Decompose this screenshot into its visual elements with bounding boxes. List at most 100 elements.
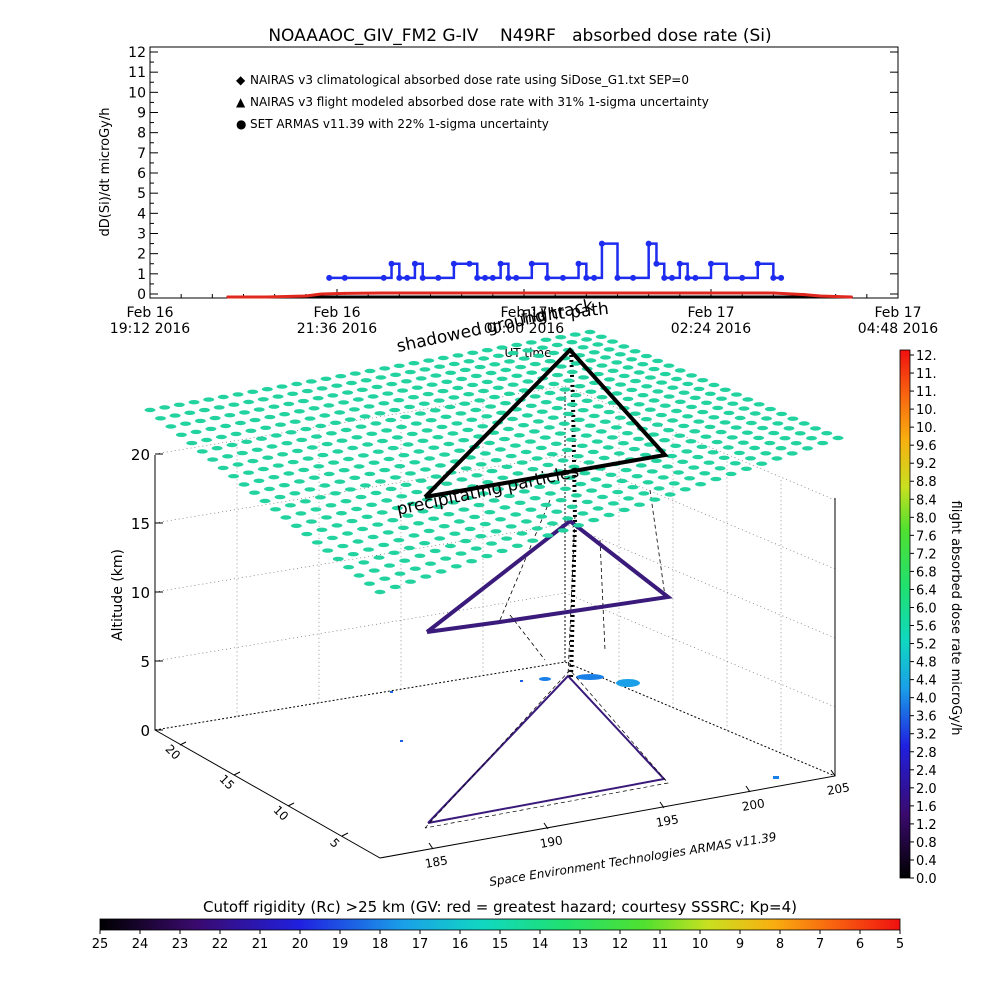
particle-dot bbox=[260, 425, 272, 430]
lon-tick bbox=[428, 842, 434, 850]
particle-dot bbox=[319, 413, 331, 418]
particle-dot bbox=[437, 355, 449, 361]
particle-dot bbox=[585, 358, 597, 363]
particle-dot bbox=[207, 457, 219, 462]
particle-dot bbox=[761, 416, 772, 421]
particle-dot bbox=[729, 461, 741, 466]
particle-dot bbox=[806, 436, 817, 441]
particle-dot bbox=[443, 441, 455, 447]
particle-dot bbox=[554, 431, 566, 436]
particle-dot bbox=[382, 391, 394, 396]
right-colorbar-tick-label: 1.2 bbox=[916, 818, 937, 833]
right-colorbar-tick-label: 5.6 bbox=[916, 620, 937, 635]
particle-dot bbox=[798, 421, 810, 426]
particle-dot bbox=[363, 547, 374, 552]
particle-dot bbox=[455, 551, 467, 556]
particle-dot bbox=[432, 435, 444, 440]
particle-dot bbox=[373, 555, 385, 560]
particle-dot bbox=[649, 497, 661, 502]
ground-spot bbox=[576, 674, 604, 680]
particle-dot bbox=[592, 342, 604, 347]
particle-dot bbox=[379, 576, 391, 581]
particle-dot bbox=[569, 427, 581, 432]
particle-dot bbox=[228, 474, 240, 479]
nairas-flight-point bbox=[460, 295, 464, 299]
particle-dot bbox=[408, 395, 419, 400]
particle-dot bbox=[707, 450, 719, 455]
chart-title: NOAAAOC_GIV_FM2 G-IV N49RF absorbed dose… bbox=[268, 26, 771, 46]
particle-dot bbox=[249, 417, 261, 423]
particle-dot bbox=[565, 437, 577, 442]
particle-dot bbox=[479, 521, 491, 527]
particle-dot bbox=[749, 411, 761, 416]
particle-dot bbox=[677, 459, 689, 464]
lat-tick-label: 5 bbox=[327, 836, 342, 851]
particle-dot bbox=[367, 534, 379, 540]
particle-dot bbox=[817, 440, 829, 446]
particle-dot bbox=[460, 538, 472, 544]
particle-dot bbox=[418, 401, 430, 406]
particle-dot bbox=[573, 417, 585, 422]
particle-dot bbox=[757, 425, 769, 431]
particle-dot bbox=[622, 396, 634, 402]
particle-dot bbox=[454, 448, 466, 453]
particle-dot bbox=[749, 445, 761, 451]
particle-dot bbox=[546, 521, 558, 526]
particle-dot bbox=[568, 464, 580, 469]
armas-point bbox=[482, 274, 489, 281]
top-y-tick-label: 5 bbox=[137, 186, 146, 202]
particle-dot bbox=[406, 431, 418, 437]
top-y-tick-label: 7 bbox=[137, 146, 146, 162]
particle-dot bbox=[336, 438, 348, 443]
particle-dot bbox=[348, 407, 360, 412]
particle-dot bbox=[596, 363, 608, 368]
particle-dot bbox=[605, 472, 617, 477]
particle-dot bbox=[503, 391, 515, 396]
legend-label-nairas-flight: NAIRAS v3 flight modeled absorbed dose r… bbox=[250, 95, 709, 109]
bottom-colorbar-tick-label: 22 bbox=[212, 937, 229, 952]
particle-dot bbox=[607, 368, 619, 373]
particle-dot bbox=[640, 417, 652, 422]
armas-point bbox=[326, 274, 333, 281]
particle-dot bbox=[413, 521, 424, 526]
particle-dot bbox=[578, 375, 589, 380]
particle-dot bbox=[469, 514, 481, 520]
particle-dot bbox=[745, 420, 757, 426]
particle-dot bbox=[478, 356, 490, 361]
particle-dot bbox=[507, 382, 519, 387]
particle-dot bbox=[520, 519, 532, 524]
particle-dot bbox=[211, 446, 223, 451]
particle-dot bbox=[584, 329, 596, 335]
annotation-flight-path: flight path bbox=[520, 299, 609, 328]
particle-dot bbox=[290, 523, 302, 528]
particle-dot bbox=[275, 422, 286, 427]
particle-dot bbox=[551, 405, 563, 411]
top-y-tick-label: 0 bbox=[137, 287, 146, 303]
particle-dot bbox=[213, 405, 225, 410]
particle-dot bbox=[722, 445, 734, 450]
armas-point bbox=[778, 274, 785, 281]
particle-dot bbox=[738, 406, 750, 411]
particle-dot bbox=[217, 394, 229, 400]
particle-dot bbox=[343, 456, 354, 462]
particle-dot bbox=[352, 539, 364, 544]
particle-dot bbox=[768, 430, 780, 436]
particle-dot bbox=[607, 501, 619, 506]
particle-dot bbox=[165, 424, 177, 429]
particle-dot bbox=[566, 369, 578, 375]
particle-dot bbox=[417, 509, 429, 514]
armas-point bbox=[770, 274, 777, 281]
particle-dot bbox=[656, 380, 668, 385]
nairas-clim-point bbox=[771, 291, 775, 295]
ground-spot bbox=[390, 691, 393, 693]
particle-dot bbox=[486, 468, 498, 474]
particle-dot bbox=[492, 353, 504, 358]
nairas-flight-point bbox=[771, 295, 775, 299]
particle-dot bbox=[441, 379, 453, 384]
track-connectors bbox=[499, 489, 666, 677]
particle-dot bbox=[620, 467, 632, 473]
particle-dot bbox=[437, 388, 449, 394]
particle-dot bbox=[628, 446, 640, 452]
